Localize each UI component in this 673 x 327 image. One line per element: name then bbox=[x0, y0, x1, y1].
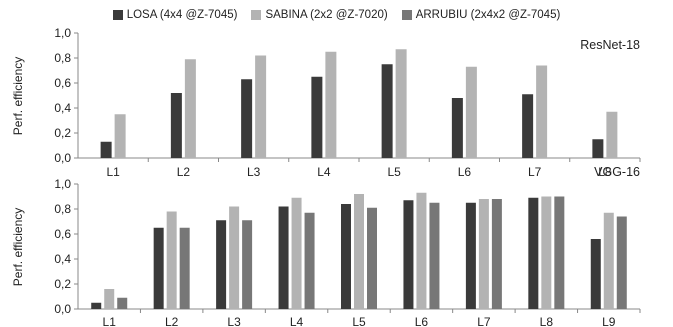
bar bbox=[216, 220, 227, 309]
x-tick-label: L2 bbox=[165, 315, 179, 327]
bar bbox=[536, 65, 548, 158]
bar bbox=[541, 196, 552, 309]
bar bbox=[184, 59, 196, 158]
bar bbox=[395, 49, 407, 158]
x-tick-label: L8 bbox=[598, 165, 612, 179]
y-tick-label: 0,2 bbox=[54, 126, 71, 140]
y-tick-label: 0,0 bbox=[54, 302, 71, 316]
x-tick-label: L8 bbox=[540, 315, 554, 327]
bar bbox=[114, 114, 126, 158]
y-tick-label: 0,8 bbox=[54, 51, 71, 65]
legend-swatch-sabina bbox=[251, 10, 262, 20]
panel-title: ResNet-18 bbox=[580, 38, 640, 52]
y-tick-label: 0,6 bbox=[54, 76, 71, 90]
y-tick-label: 0,4 bbox=[54, 252, 71, 266]
bar bbox=[153, 227, 164, 309]
legend-label-sabina: SABINA (2x2 @Z-7020) bbox=[265, 9, 388, 21]
x-tick-label: L4 bbox=[290, 315, 304, 327]
legend-label-losa: LOSA (4x4 @Z-7045) bbox=[126, 9, 238, 21]
y-axis-label: Perf. efficiency bbox=[11, 57, 25, 135]
x-tick-label: L9 bbox=[602, 315, 616, 327]
bar bbox=[381, 64, 393, 158]
bar bbox=[465, 202, 476, 309]
bar bbox=[522, 94, 534, 158]
legend-label-arrubiu: ARRUBIU (2x4x2 @Z-7045) bbox=[415, 9, 561, 21]
x-tick-label: L3 bbox=[247, 165, 261, 179]
bar bbox=[592, 139, 604, 158]
x-tick-label: L1 bbox=[106, 165, 120, 179]
bar bbox=[311, 76, 323, 158]
bar bbox=[278, 206, 289, 309]
legend-swatch-arrubiu bbox=[401, 10, 412, 20]
bar bbox=[528, 197, 539, 309]
bar bbox=[429, 202, 440, 309]
bar bbox=[403, 200, 414, 309]
bar bbox=[354, 194, 364, 309]
x-tick-label: L2 bbox=[177, 165, 191, 179]
bar bbox=[229, 206, 240, 309]
y-axis-label: Perf. efficiency bbox=[11, 208, 25, 286]
y-tick-label: 1,0 bbox=[54, 26, 71, 40]
bar bbox=[465, 66, 477, 158]
bar bbox=[451, 98, 463, 158]
panel-title: VGG-16 bbox=[594, 165, 640, 179]
bar bbox=[304, 212, 315, 309]
bar bbox=[255, 55, 267, 158]
y-tick-label: 0,6 bbox=[54, 227, 71, 241]
bar bbox=[606, 111, 618, 158]
chart-legend: LOSA (4x4 @Z-7045) SABINA (2x2 @Z-7020) … bbox=[0, 4, 673, 26]
bar bbox=[616, 216, 627, 309]
bar bbox=[170, 93, 182, 158]
x-tick-label: L3 bbox=[227, 315, 241, 327]
legend-item-arrubiu: ARRUBIU (2x4x2 @Z-7045) bbox=[401, 4, 561, 26]
bar bbox=[104, 289, 115, 309]
bar bbox=[367, 207, 377, 309]
x-tick-label: L6 bbox=[458, 165, 472, 179]
bar bbox=[100, 141, 112, 158]
bar bbox=[291, 197, 302, 309]
bar bbox=[166, 211, 177, 309]
bar bbox=[117, 297, 128, 309]
bar bbox=[603, 212, 614, 309]
x-tick-label: L6 bbox=[415, 315, 429, 327]
bar bbox=[416, 192, 427, 309]
bar bbox=[478, 199, 489, 309]
y-tick-label: 0,2 bbox=[54, 277, 71, 291]
x-tick-label: L1 bbox=[103, 315, 117, 327]
bar bbox=[491, 199, 502, 309]
x-tick-label: L7 bbox=[477, 315, 491, 327]
legend-swatch-losa bbox=[112, 10, 123, 20]
x-tick-label: L7 bbox=[528, 165, 542, 179]
legend-item-sabina: SABINA (2x2 @Z-7020) bbox=[251, 4, 388, 26]
bar bbox=[554, 196, 565, 309]
y-tick-label: 0,0 bbox=[54, 151, 71, 165]
y-tick-label: 1,0 bbox=[54, 177, 71, 191]
y-tick-label: 0,4 bbox=[54, 101, 71, 115]
bar bbox=[325, 51, 337, 158]
bar bbox=[91, 302, 102, 309]
y-tick-label: 0,8 bbox=[54, 202, 71, 216]
bar bbox=[241, 79, 253, 158]
bar bbox=[179, 227, 190, 309]
x-tick-label: L4 bbox=[317, 165, 331, 179]
bar bbox=[341, 204, 351, 309]
x-tick-label: L5 bbox=[387, 165, 401, 179]
x-tick-label: L5 bbox=[352, 315, 366, 327]
bar bbox=[242, 220, 253, 309]
legend-item-losa: LOSA (4x4 @Z-7045) bbox=[112, 4, 238, 26]
bar bbox=[590, 239, 601, 309]
